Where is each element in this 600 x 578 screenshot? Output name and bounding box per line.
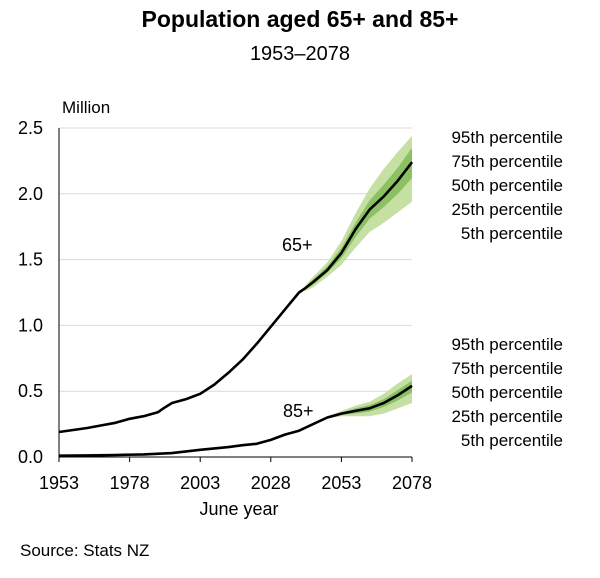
gridlines <box>59 127 412 392</box>
legend-p75-label: 75th percentile <box>451 359 563 378</box>
y-tick-label: 0.0 <box>18 447 43 467</box>
x-tick-label: 1978 <box>110 473 150 493</box>
series-label-65: 65+ <box>282 235 313 255</box>
legend-p5-label: 5th percentile <box>460 431 563 450</box>
y-tick-label: 1.5 <box>18 250 43 270</box>
legend-p5-label: 5th percentile <box>460 224 563 243</box>
legend-p95-label: 95th percentile <box>451 128 563 147</box>
legend-p75-label: 75th percentile <box>451 152 563 171</box>
y-tick-label: 1.0 <box>18 315 43 335</box>
band-5-95-65 <box>304 135 412 292</box>
y-tick-label: 2.5 <box>18 118 43 138</box>
band-25-75-65 <box>304 147 412 290</box>
series-label-85: 85+ <box>283 401 314 421</box>
legend-p50-label: 50th percentile <box>451 383 563 402</box>
legend-65: 95th percentile 75th percentile 50th per… <box>408 126 563 246</box>
y-axis-label: Million <box>62 98 110 117</box>
source-note: Source: Stats NZ <box>20 541 150 560</box>
x-tick-label: 2078 <box>392 473 432 493</box>
tick-labels: 0.0 0.5 1.0 1.5 2.0 2.5 1953 1978 2003 2028 2053 20… <box>18 118 432 493</box>
y-tick-label: 2.0 <box>18 184 43 204</box>
x-axis-label: June year <box>199 499 278 519</box>
legend-p50-label: 50th percentile <box>451 176 563 195</box>
median-line-85 <box>58 384 413 457</box>
percentile-bands <box>304 135 412 419</box>
y-tick-label: 0.5 <box>18 381 43 401</box>
legend-p25-label: 25th percentile <box>451 200 563 219</box>
chart-title: Population aged 65+ and 85+ <box>141 6 459 32</box>
x-tick-label: 2003 <box>180 473 220 493</box>
axes <box>58 128 413 462</box>
x-tick-label: 2028 <box>251 473 291 493</box>
chart-subtitle: 1953–2078 <box>249 43 351 65</box>
median-line-65 <box>58 161 414 434</box>
legend-p95-label: 95th percentile <box>451 335 563 354</box>
median-lines <box>58 161 414 457</box>
legend-p25-label: 25th percentile <box>451 407 563 426</box>
x-tick-label: 2053 <box>321 473 361 493</box>
legend-85: 95th percentile 75th percentile 50th per… <box>408 333 563 453</box>
x-tick-label: 1953 <box>39 473 79 493</box>
band-5-95-85 <box>327 374 412 419</box>
